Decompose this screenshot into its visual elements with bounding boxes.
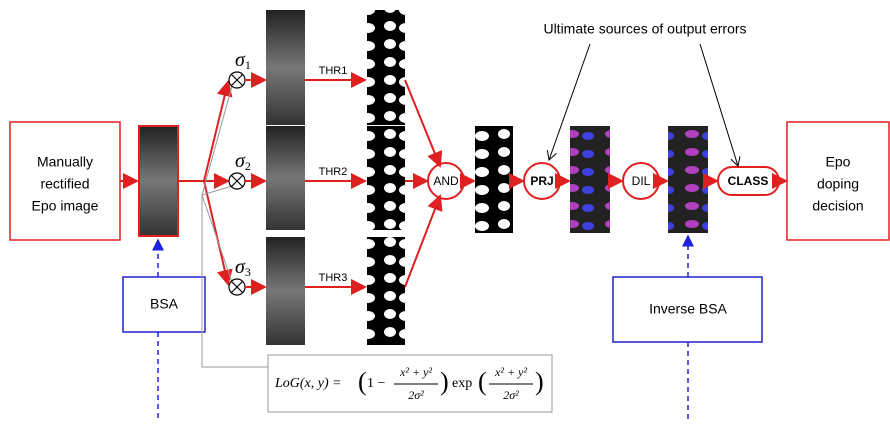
and-label: AND: [433, 174, 459, 188]
threshold-label: THR3: [319, 272, 348, 284]
formula-denominator: 2σ²: [503, 388, 519, 402]
input-label: Manually: [37, 154, 93, 170]
diagram: Manually rectified Epo image BSA σ1 THR1 σ…: [0, 0, 890, 425]
threshold-label: THR1: [319, 65, 348, 77]
sigma-index: 1: [245, 58, 251, 72]
output-label: decision: [812, 198, 863, 214]
formula-func: exp: [452, 376, 472, 391]
output-label: doping: [817, 176, 859, 192]
image: [266, 237, 305, 345]
image: [367, 10, 405, 125]
image: [367, 126, 405, 230]
image: [668, 126, 708, 233]
input-label: Epo image: [32, 198, 99, 214]
dil-label: DIL: [632, 174, 651, 188]
output-label: Epo: [826, 154, 851, 170]
image: [570, 126, 610, 233]
paren: ): [440, 367, 449, 396]
formula-lhs: LoG(x, y) =: [274, 376, 342, 391]
threshold-label: THR2: [319, 166, 348, 178]
annotation: Ultimate sources of output errors: [543, 21, 746, 37]
inverse-bsa-label: Inverse BSA: [649, 301, 727, 317]
formula-numerator: x² + y²: [399, 365, 432, 379]
image: [266, 10, 305, 125]
image: [266, 126, 305, 230]
image: [367, 237, 405, 345]
image: [475, 126, 513, 233]
class-label: CLASS: [728, 174, 769, 188]
sigma-label: σ2: [235, 150, 251, 173]
paren: ): [535, 367, 544, 396]
branches: [178, 82, 268, 367]
arrow: [405, 196, 440, 287]
sigma-index: 3: [245, 265, 251, 279]
formula-numerator: x² + y²: [494, 365, 527, 379]
paren: (: [358, 367, 367, 396]
formula-term: 1 −: [367, 376, 386, 391]
bsa-label: BSA: [150, 296, 179, 312]
sigma-label: σ3: [235, 256, 251, 279]
image: [139, 126, 178, 236]
prj-label: PRJ: [530, 174, 553, 188]
input-label: rectified: [40, 176, 89, 192]
paren: (: [478, 367, 487, 396]
sigma-label: σ1: [235, 49, 251, 72]
arrow: [405, 80, 440, 166]
sigma-index: 2: [245, 159, 251, 173]
formula-denominator: 2σ²: [408, 388, 424, 402]
